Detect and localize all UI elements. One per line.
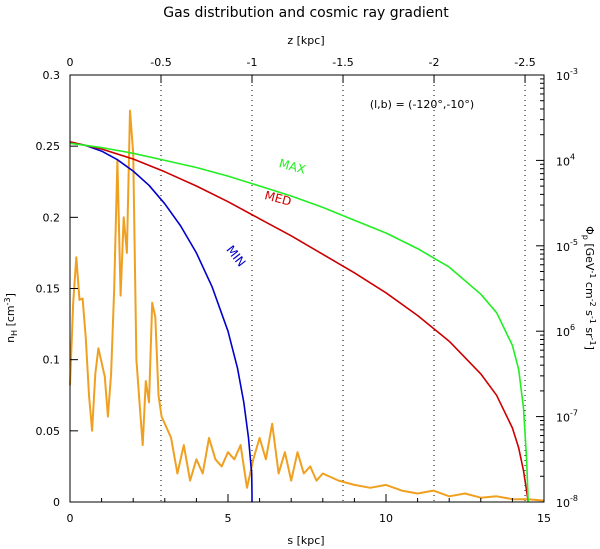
y2-exp2: -2 <box>588 299 597 307</box>
top-axis-label: z [kpc] <box>287 34 324 47</box>
y2-axis-label: Φp [GeV-1 cm-2 s-1 sr-1] <box>581 226 597 350</box>
right-tick-label-4: 10-7 <box>556 409 578 425</box>
y-axis-label-unit: [cm <box>4 305 17 330</box>
y-tick-label-2: 0.1 <box>43 354 61 367</box>
annotation: (l,b) = (-120°,-10°) <box>370 98 474 111</box>
top-tick-label-1: -0.5 <box>150 56 171 69</box>
top-tick-label-5: -2.5 <box>514 56 535 69</box>
y2-exp1: -1 <box>588 270 597 278</box>
y-axis-label-close: ] <box>4 293 17 297</box>
top-tick-label-4: -2 <box>429 56 440 69</box>
x-tick-label-0: 0 <box>67 512 74 525</box>
series-layer: MIN MED MAX <box>69 109 545 503</box>
x-axis-label: s [kpc] <box>287 534 324 547</box>
series-max <box>69 142 529 503</box>
y-tick-label-4: 0.2 <box>43 211 61 224</box>
y2-close: ] <box>583 346 596 350</box>
vlines-layer <box>160 75 526 502</box>
right-tick-label-5: 10-8 <box>556 494 578 510</box>
top-tick-label-2: -1 <box>247 56 258 69</box>
y-tick-label-5: 0.25 <box>36 140 61 153</box>
series-label-med: MED <box>263 188 293 209</box>
y2-unit: [GeV <box>583 240 596 271</box>
y-axis-label-main: n <box>4 336 17 343</box>
y2-exp3: -1 <box>588 316 597 324</box>
y-tick-label-6: 0.3 <box>43 69 61 82</box>
right-tick-label-1: 104 <box>556 152 575 168</box>
series-label-max: MAX <box>277 156 307 176</box>
x-tick-label-1: 5 <box>225 512 232 525</box>
y-tick-label-1: 0.05 <box>36 425 61 438</box>
chart-title: Gas distribution and cosmic ray gradient <box>163 5 449 21</box>
right-tick-label-3: 106 <box>556 323 575 339</box>
y-axis-label-sub: H <box>10 330 19 336</box>
right-tick-label-0: 10-3 <box>556 67 578 83</box>
top-tick-label-3: -1.5 <box>332 56 353 69</box>
series-gas <box>69 109 545 502</box>
right-tick-label-2: 10-5 <box>556 238 578 254</box>
y-tick-label-0: 0 <box>53 496 60 509</box>
x-tick-label-2: 10 <box>379 512 393 525</box>
series-med <box>69 141 529 503</box>
ticks-layer: 0 5 10 15 0 0.05 0.1 0.15 0.2 0.25 0.3 0 -0.5 -1 -1.5 -… <box>36 56 578 525</box>
y2-phi: Φ <box>583 226 596 235</box>
y-tick-label-3: 0.15 <box>36 283 61 296</box>
y2-sub: p <box>581 235 590 240</box>
y2-cm: cm <box>583 278 596 298</box>
plot-frame <box>69 74 545 503</box>
y2-exp4: -1 <box>588 338 597 346</box>
series-min <box>69 141 253 502</box>
top-tick-label-0: 0 <box>67 56 74 69</box>
y2-s: s <box>583 307 596 316</box>
x-tick-label-3: 15 <box>537 512 551 525</box>
series-label-min: MIN <box>223 243 248 270</box>
y2-sr: sr <box>583 324 596 338</box>
y-axis-label-exp: -3 <box>3 297 12 305</box>
y-axis-label: nH [cm-3] <box>3 293 19 343</box>
